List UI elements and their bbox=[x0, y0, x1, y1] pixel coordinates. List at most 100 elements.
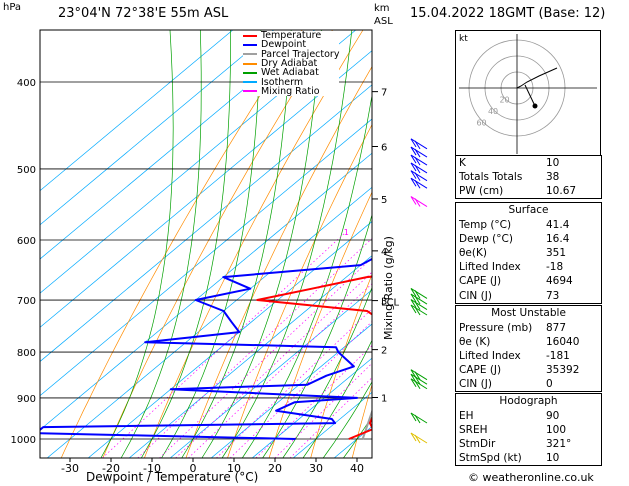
row-value: 10 bbox=[546, 452, 560, 465]
wet-adiabat bbox=[302, 339, 372, 458]
row-value: 4694 bbox=[546, 275, 573, 288]
wind-barb-flag bbox=[410, 299, 417, 308]
wind-barb-flag bbox=[410, 138, 417, 148]
pressure-tick-label: 400 bbox=[17, 78, 36, 89]
row-label: StmSpd (kt) bbox=[459, 452, 522, 465]
mixing-ratio-line bbox=[159, 257, 372, 458]
surface-title: Surface bbox=[508, 204, 549, 216]
x-tick-label: 30 bbox=[309, 462, 323, 475]
table-row: Dewp (°C) 16.4 bbox=[456, 232, 601, 246]
legend-label: Mixing Ratio bbox=[261, 85, 320, 97]
wind-barb-shaft bbox=[410, 378, 428, 390]
legend-label: Dry Adiabat bbox=[261, 58, 318, 70]
wind-barb-flag bbox=[410, 304, 417, 314]
km-tick-label: 3 bbox=[381, 297, 387, 308]
dry-adiabat bbox=[351, 383, 372, 458]
hodograph-box: Hodograph EH 90 SREH 100 StmDir 321° StmSpd (k… bbox=[455, 393, 602, 467]
wind-barb-flag bbox=[410, 378, 417, 388]
row-label: CIN (J) bbox=[459, 289, 492, 302]
table-row: Temp (°C) 41.4 bbox=[456, 218, 601, 232]
wind-barb-shaft bbox=[410, 373, 428, 385]
wind-barb-flag bbox=[414, 306, 421, 316]
wind-barb-shaft bbox=[410, 288, 428, 299]
table-row: θe(K) 351 bbox=[456, 246, 601, 260]
copyright: © weatheronline.co.uk bbox=[468, 471, 594, 484]
row-value: 41.4 bbox=[546, 219, 570, 232]
table-row: StmSpd (kt) 10 bbox=[456, 451, 601, 465]
row-value: 0 bbox=[546, 378, 553, 391]
legend-item: Dry Adiabat bbox=[243, 59, 339, 68]
wind-barb-flag bbox=[414, 290, 421, 299]
row-value: 10 bbox=[546, 157, 560, 170]
row-value: 351 bbox=[546, 247, 567, 260]
wind-barb-shaft bbox=[410, 170, 428, 182]
x-tick-label: 40 bbox=[350, 462, 364, 475]
wind-barb-flag bbox=[410, 170, 417, 179]
wind-barb-shaft bbox=[410, 138, 428, 150]
row-label: SREH bbox=[459, 424, 488, 437]
wind-barb-shaft bbox=[410, 299, 428, 310]
mixing-ratio-line bbox=[175, 271, 372, 458]
legend-swatch bbox=[243, 62, 257, 65]
row-value: 10.67 bbox=[546, 185, 577, 198]
wind-barb-flag bbox=[410, 196, 417, 205]
storm-motion-point bbox=[532, 103, 538, 109]
row-value: -181 bbox=[546, 350, 570, 363]
wind-barb-flag bbox=[410, 293, 417, 303]
table-row: CIN (J) 0 bbox=[456, 377, 601, 391]
wind-barb bbox=[410, 304, 428, 316]
row-label: Totals Totals bbox=[459, 171, 523, 184]
legend-label: Dewpoint bbox=[261, 39, 307, 51]
wind-barb-shaft bbox=[410, 432, 428, 444]
mixing-ratio-label: 1 bbox=[344, 228, 349, 237]
wet-adiabat bbox=[140, 30, 231, 458]
pressure-tick-label: 700 bbox=[17, 296, 36, 307]
hodograph-ring-label: 20 bbox=[499, 96, 509, 105]
row-label: CAPE (J) bbox=[459, 275, 502, 288]
x-tick-label: -30 bbox=[61, 462, 79, 475]
row-label: Lifted Index bbox=[459, 261, 521, 274]
storm-motion-trace bbox=[524, 84, 536, 107]
lcl-label: LCL bbox=[381, 298, 400, 309]
table-row: Lifted Index -181 bbox=[456, 349, 601, 363]
table-row: θe (K) 16040 bbox=[456, 335, 601, 349]
wind-barb-flag bbox=[414, 380, 421, 390]
wind-barb-shaft bbox=[410, 369, 428, 381]
wind-barb bbox=[410, 412, 428, 424]
wind-barb-shaft bbox=[410, 177, 428, 189]
isotherm-line bbox=[40, 118, 372, 397]
wind-barb-shaft bbox=[410, 412, 428, 424]
km-tick-label: 5 bbox=[381, 195, 387, 206]
wet-adiabat bbox=[322, 381, 372, 458]
table-row: CAPE (J) 4694 bbox=[456, 274, 601, 288]
row-label: StmDir bbox=[459, 438, 496, 451]
row-label: θe(K) bbox=[459, 247, 487, 260]
surface-box: Surface Temp (°C) 41.4 Dewp (°C) 16.4 θe(K) 3… bbox=[455, 202, 602, 304]
table-row: Pressure (mb) 877 bbox=[456, 321, 601, 335]
most-unstable-title: Most Unstable bbox=[491, 307, 566, 319]
wind-barb-flag bbox=[414, 179, 421, 189]
mixing-ratio-label: 5 bbox=[425, 228, 430, 237]
wind-barb bbox=[410, 146, 428, 158]
hodograph-table: EH 90 SREH 100 StmDir 321° StmSpd (kt) 10 bbox=[456, 409, 601, 465]
row-value: 100 bbox=[546, 424, 567, 437]
wind-barb-flag bbox=[410, 412, 417, 422]
mixing-ratio-line bbox=[102, 233, 345, 458]
legend-swatch bbox=[243, 43, 257, 46]
legend-item: Wet Adiabat bbox=[243, 68, 339, 78]
table-row: PW (cm) 10.67 bbox=[456, 184, 601, 198]
row-label: CIN (J) bbox=[459, 378, 492, 391]
indices-table: K 10 Totals Totals 38 PW (cm) 10.67 bbox=[456, 156, 601, 198]
isotherm-line bbox=[40, 152, 372, 431]
pressure-tick-label: 1000 bbox=[11, 435, 36, 446]
isotherm-line bbox=[40, 50, 372, 328]
wind-barb bbox=[410, 432, 428, 444]
wind-barb-flag bbox=[414, 434, 421, 444]
row-value: 16040 bbox=[546, 336, 580, 349]
km-axis-unit: km bbox=[374, 3, 390, 14]
isotherm-line bbox=[46, 186, 372, 458]
wind-barb bbox=[410, 288, 428, 299]
row-label: Lifted Index bbox=[459, 350, 521, 363]
km-tick-label: 1 bbox=[381, 394, 387, 405]
